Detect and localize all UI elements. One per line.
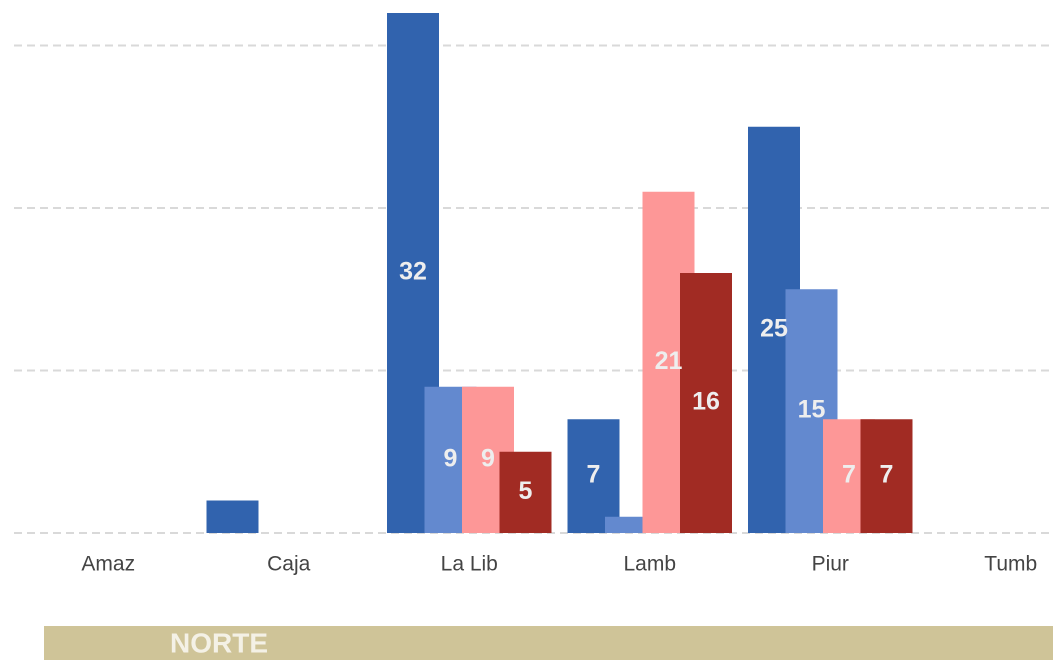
x-tick-label: Amaz — [81, 553, 135, 576]
data-label: 5 — [519, 477, 533, 505]
data-label: 7 — [880, 461, 894, 489]
data-label: 9 — [481, 444, 495, 472]
bar — [860, 419, 913, 533]
bar — [206, 500, 259, 533]
data-label: 9 — [444, 444, 458, 472]
data-label: 7 — [587, 461, 601, 489]
data-label: 32 — [399, 258, 427, 286]
x-tick-label: La Lib — [441, 553, 498, 576]
data-label: 7 — [842, 461, 856, 489]
panel-label: NORTE — [170, 627, 268, 658]
panel-strip — [44, 626, 1053, 660]
x-tick-label: Caja — [267, 553, 311, 576]
bar — [499, 451, 552, 533]
data-label: 16 — [692, 388, 720, 416]
bar — [680, 273, 732, 533]
data-label: 15 — [798, 396, 826, 424]
bar — [567, 419, 620, 533]
x-tick-label: Lamb — [623, 553, 676, 576]
data-label: 21 — [655, 347, 683, 375]
x-tick-label: Tumb — [984, 553, 1037, 576]
x-tick-label: Piur — [812, 553, 849, 576]
data-label: 25 — [760, 314, 788, 342]
